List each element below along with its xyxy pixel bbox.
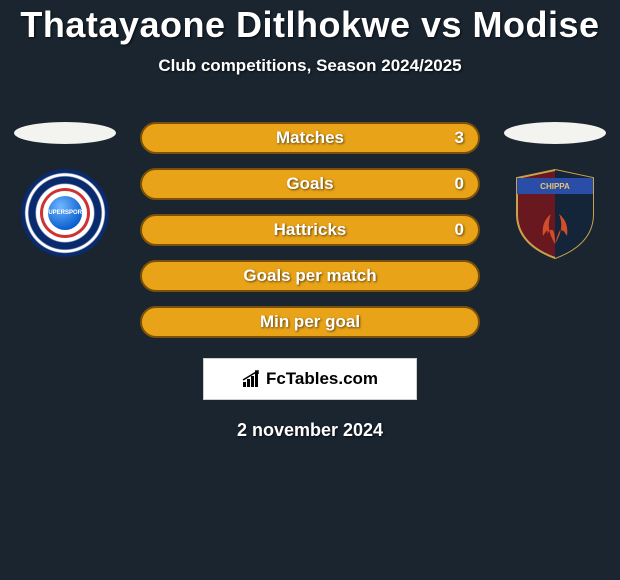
brand-text: FcTables.com bbox=[266, 369, 378, 389]
stat-label: Matches bbox=[276, 128, 344, 148]
stat-value: 0 bbox=[455, 174, 464, 194]
stat-label: Goals bbox=[286, 174, 333, 194]
page-title: Thatayaone Ditlhokwe vs Modise bbox=[20, 4, 599, 46]
stat-row-min-per-goal: Min per goal bbox=[140, 306, 480, 338]
stat-value: 0 bbox=[455, 220, 464, 240]
stats-column: Matches 3 Goals 0 Hattricks 0 Goals per … bbox=[140, 122, 480, 338]
supersport-logo-icon: SUPERSPORT bbox=[43, 191, 87, 235]
stat-value: 3 bbox=[455, 128, 464, 148]
page-subtitle: Club competitions, Season 2024/2025 bbox=[158, 56, 461, 76]
left-club-crest: SUPERSPORT bbox=[18, 166, 112, 260]
svg-text:CHIPPA: CHIPPA bbox=[540, 182, 570, 191]
brand-box[interactable]: FcTables.com bbox=[203, 358, 417, 400]
right-player-avatar-oval bbox=[504, 122, 606, 144]
stat-label: Goals per match bbox=[243, 266, 376, 286]
stat-label: Hattricks bbox=[274, 220, 347, 240]
stat-row-goals: Goals 0 bbox=[140, 168, 480, 200]
main-row: SUPERSPORT CHIPPA Matches bbox=[0, 122, 620, 338]
chippa-shield-icon: CHIPPA bbox=[511, 166, 599, 260]
left-player-avatar-oval bbox=[14, 122, 116, 144]
date-label: 2 november 2024 bbox=[237, 420, 383, 441]
bar-chart-icon bbox=[242, 370, 262, 388]
stat-row-hattricks: Hattricks 0 bbox=[140, 214, 480, 246]
stat-row-matches: Matches 3 bbox=[140, 122, 480, 154]
stat-row-goals-per-match: Goals per match bbox=[140, 260, 480, 292]
right-club-crest: CHIPPA bbox=[508, 166, 602, 260]
right-player-column: CHIPPA bbox=[500, 122, 610, 260]
comparison-card: Thatayaone Ditlhokwe vs Modise Club comp… bbox=[0, 0, 620, 441]
stat-label: Min per goal bbox=[260, 312, 360, 332]
left-player-column: SUPERSPORT bbox=[10, 122, 120, 260]
